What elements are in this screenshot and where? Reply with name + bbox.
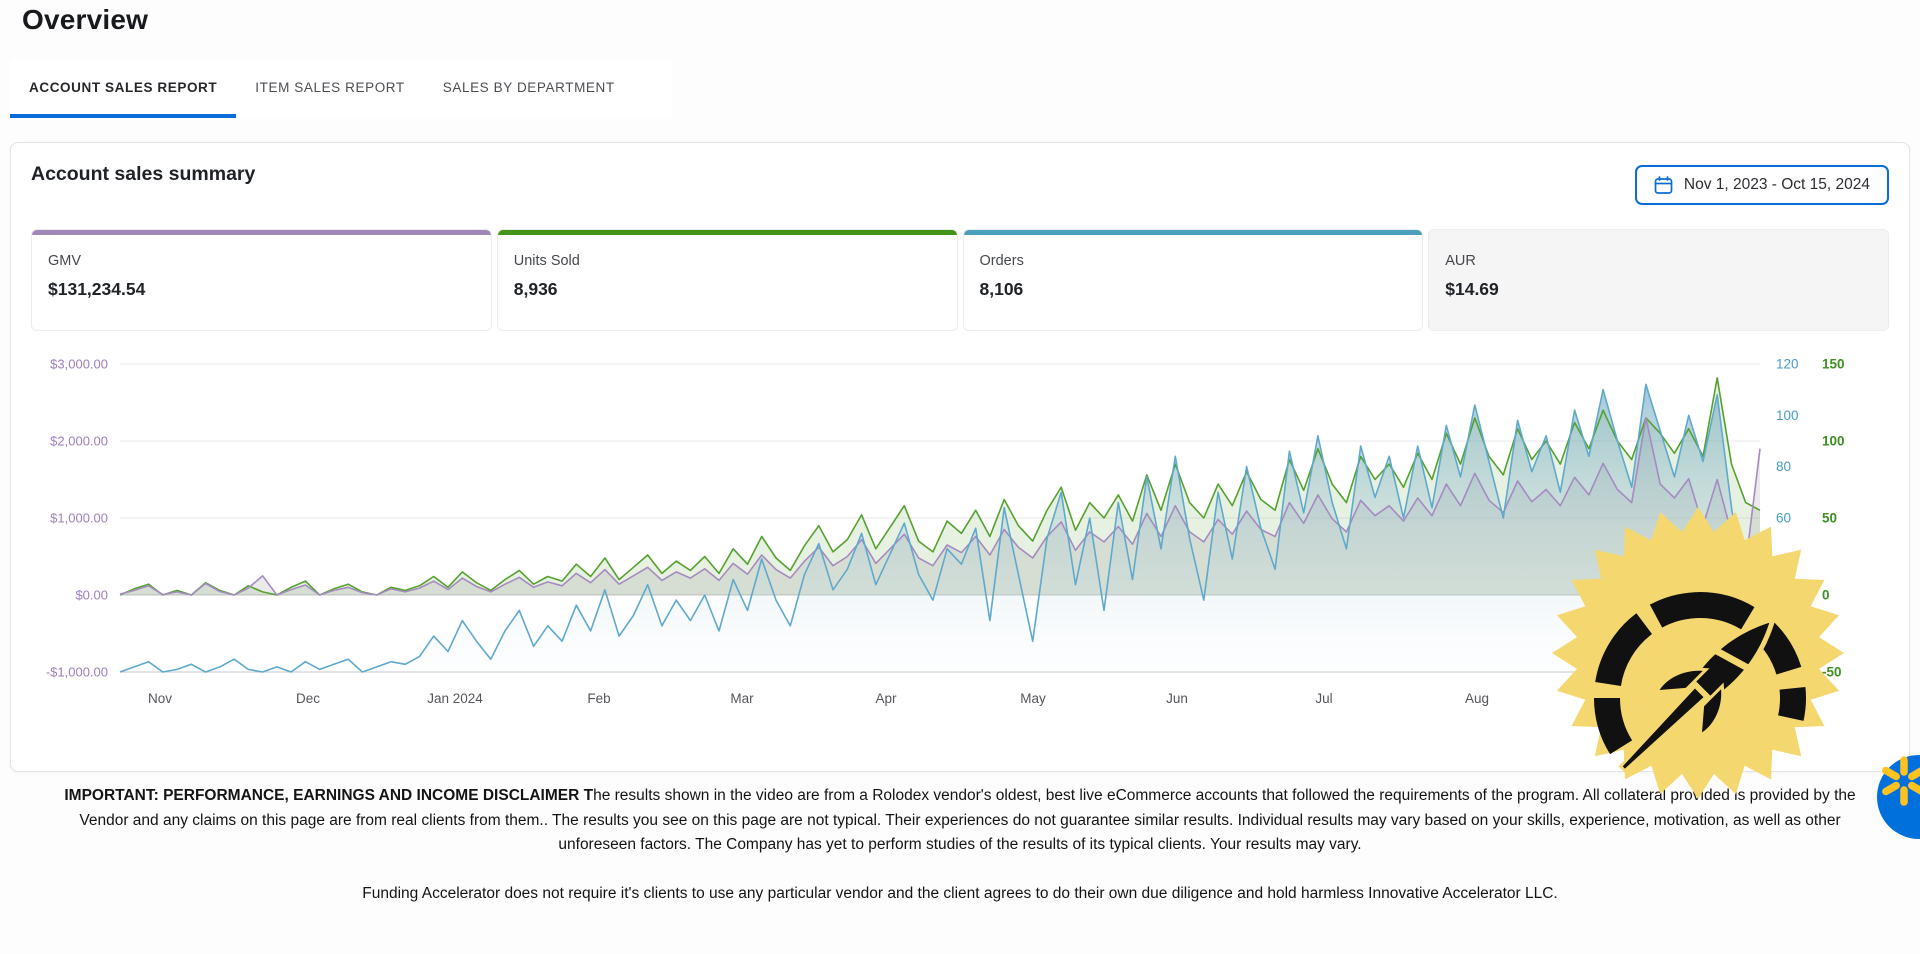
tab-item-sales-report[interactable]: ITEM SALES REPORT [236, 60, 424, 118]
metric-value: $131,234.54 [48, 279, 146, 299]
metric-value: 8,936 [513, 279, 558, 299]
metric-accent-bar [32, 230, 491, 235]
disclaimer-footer: Funding Accelerator does not require it'… [362, 884, 1558, 902]
metric-accent-bar [963, 230, 1423, 235]
disclaimer-body: he results shown in the video are from a… [79, 787, 1856, 853]
date-range-label: Nov 1, 2023 - Oct 15, 2024 [1683, 176, 1870, 193]
metric-card-orders[interactable]: Orders 8,106 [962, 229, 1424, 331]
disclaimer: IMPORTANT: PERFORMANCE, EARNINGS AND INC… [55, 784, 1865, 906]
tab-label: ACCOUNT SALES REPORT [29, 79, 218, 95]
metric-card-units-sold[interactable]: Units Sold 8,936 [496, 229, 958, 331]
card-title: Account sales summary [31, 163, 256, 185]
metric-label: AUR [1445, 253, 1476, 269]
page-title: Overview [22, 4, 149, 35]
metric-value: $14.69 [1445, 279, 1499, 299]
tab-sales-by-department[interactable]: SALES BY DEPARTMENT [424, 60, 634, 118]
disclaimer-paragraph: IMPORTANT: PERFORMANCE, EARNINGS AND INC… [55, 784, 1865, 858]
metric-label: GMV [48, 253, 82, 269]
metrics-row: GMV $131,234.54 Units Sold 8,936 Orders … [31, 229, 1889, 331]
tab-label: ITEM SALES REPORT [255, 79, 405, 95]
metric-card-aur[interactable]: AUR $14.69 [1428, 229, 1889, 331]
metric-card-gmv[interactable]: GMV $131,234.54 [31, 229, 492, 331]
tab-account-sales-report[interactable]: ACCOUNT SALES REPORT [10, 60, 237, 118]
metric-value: 8,106 [979, 279, 1024, 299]
calendar-icon [1654, 175, 1673, 195]
date-range-button[interactable]: Nov 1, 2023 - Oct 15, 2024 [1634, 165, 1889, 205]
tab-label: SALES BY DEPARTMENT [442, 79, 615, 95]
disclaimer-bold-lead: IMPORTANT: PERFORMANCE, EARNINGS AND INC… [64, 787, 594, 804]
metric-label: Units Sold [513, 253, 580, 269]
metric-accent-bar [497, 230, 957, 235]
tab-bar: ACCOUNT SALES REPORT ITEM SALES REPORT S… [10, 60, 672, 118]
metric-label: Orders [979, 253, 1024, 269]
account-sales-summary-card: Account sales summary Nov 1, 2023 - Oct … [10, 142, 1910, 772]
